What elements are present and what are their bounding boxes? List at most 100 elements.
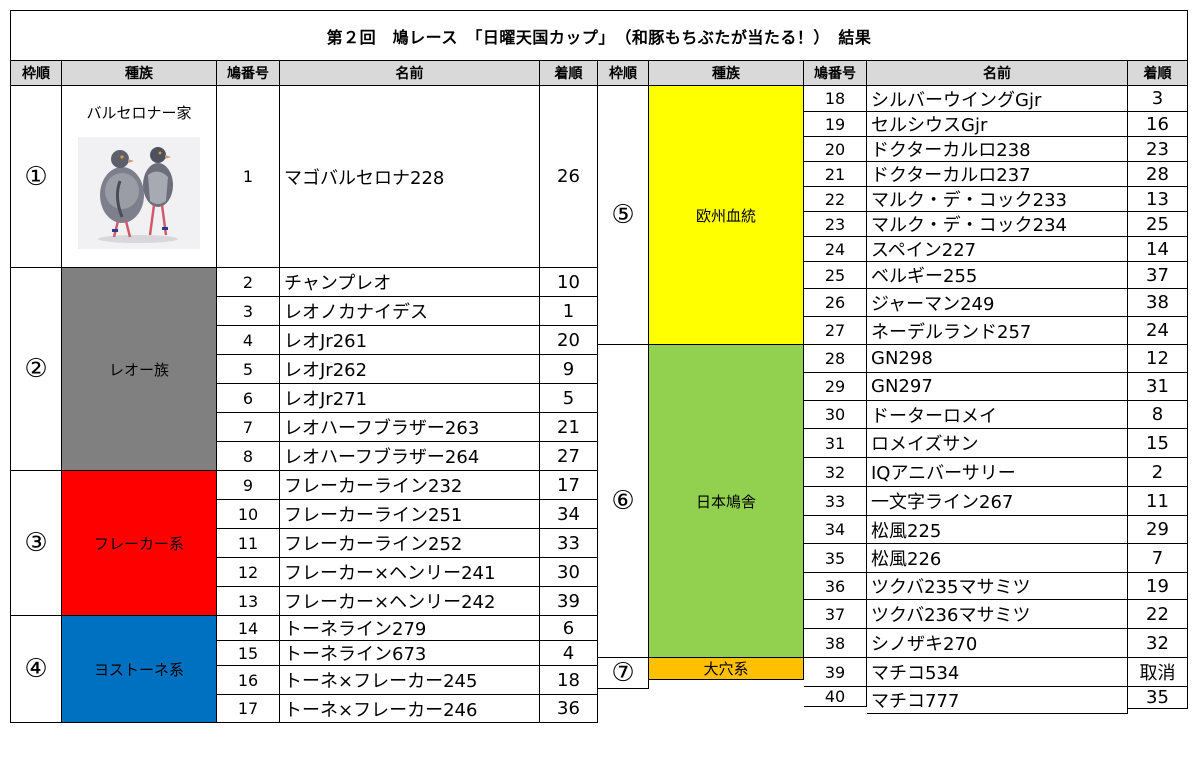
pigeon-number: 24 [804,237,867,262]
pigeon-number: 33 [804,487,867,516]
pigeon-name: シルバーウイングGjr [867,86,1128,112]
finish-rank: 8 [1128,401,1188,429]
left-frame-3: ③ [10,471,62,616]
finish-rank: 28 [1128,162,1188,187]
pigeon-number: 1 [217,86,280,268]
pigeon-name: ドクターカルロ238 [867,137,1128,162]
finish-rank: 29 [1128,516,1188,544]
pigeon-name: トーネ×フレーカー246 [280,695,540,723]
finish-rank: 6 [540,616,598,641]
left-header-rank: 着順 [540,61,598,86]
right-header-rank: 着順 [1128,61,1188,86]
right-header-name: 名前 [867,61,1128,86]
finish-rank: 10 [540,268,598,297]
right-frame-1: ⑤ [598,86,649,345]
pigeon-name: ツクバ235マサミツ [867,573,1128,600]
finish-rank: 14 [1128,237,1188,262]
right-breed-3: 大穴系 [649,658,804,680]
pigeon-name: レオJr262 [280,355,540,384]
right-breed-2: 日本鳩舎 [649,345,804,658]
pigeon-number: 10 [217,500,280,529]
pigeon-number: 35 [804,544,867,573]
pigeon-number: 29 [804,373,867,401]
pigeon-number: 3 [217,297,280,326]
finish-rank: 35 [1128,687,1188,709]
finish-rank: 4 [540,641,598,666]
left-header-breed: 種族 [62,61,217,86]
pigeon-number: 8 [217,442,280,471]
pigeon-name: GN297 [867,373,1128,401]
finish-rank: 36 [540,695,598,723]
finish-rank: 1 [540,297,598,326]
pigeon-name: セルシウスGjr [867,112,1128,137]
results-sheet: 第２回 鳩レース 「日曜天国カップ」 （和豚もちぶたが当たる！） 結果 枠順 種族… [10,10,1188,760]
pigeon-number: 4 [217,326,280,355]
pigeon-number: 28 [804,345,867,373]
finish-rank: 27 [540,442,598,471]
pigeon-number: 38 [804,629,867,658]
finish-rank: 33 [540,529,598,558]
pigeon-name: ネーデルランド257 [867,317,1128,345]
finish-rank: 2 [1128,458,1188,487]
pigeon-name: レオノカナイデス [280,297,540,326]
pigeon-number: 9 [217,471,280,500]
pigeon-number: 23 [804,212,867,237]
right-frame-3: ⑦ [598,658,649,689]
pigeon-number: 13 [217,587,280,616]
left-breed-2: レオー族 [62,268,217,471]
finish-rank: 30 [540,558,598,587]
finish-rank: 16 [1128,112,1188,137]
finish-rank: 17 [540,471,598,500]
pigeon-name: ドクターカルロ237 [867,162,1128,187]
finish-rank: 20 [540,326,598,355]
finish-rank: 25 [1128,212,1188,237]
pigeon-number: 6 [217,384,280,413]
right-header-breed: 種族 [649,61,804,86]
pigeon-number: 26 [804,289,867,317]
pigeon-number: 2 [217,268,280,297]
pigeon-name: マチコ777 [867,687,1128,714]
pigeon-number: 37 [804,600,867,629]
pigeon-number: 11 [217,529,280,558]
left-breed-4: ヨストーネ系 [62,616,217,723]
finish-rank: 19 [1128,573,1188,600]
pigeon-number: 27 [804,317,867,345]
pigeon-number: 36 [804,573,867,600]
pigeon-number: 7 [217,413,280,442]
pigeon-number: 18 [804,86,867,112]
finish-rank: 37 [1128,262,1188,289]
pigeon-number: 20 [804,137,867,162]
pigeon-name: フレーカー×ヘンリー242 [280,587,540,616]
left-frame-1: ① [10,86,62,268]
pigeon-name: GN298 [867,345,1128,373]
pigeon-name: レオJr271 [280,384,540,413]
finish-rank: 38 [1128,289,1188,317]
pigeon-number: 22 [804,187,867,212]
right-frame-2: ⑥ [598,345,649,658]
pigeon-number: 30 [804,401,867,429]
finish-rank: 21 [540,413,598,442]
pigeon-number: 12 [217,558,280,587]
finish-rank: 18 [540,666,598,695]
pigeon-name: 一文字ライン267 [867,487,1128,516]
pigeon-name: フレーカーライン252 [280,529,540,558]
finish-rank: 23 [1128,137,1188,162]
pigeon-name: 松風226 [867,544,1128,573]
pigeon-number: 16 [217,666,280,695]
right-header-number: 鳩番号 [804,61,867,86]
pigeon-name: レオハーフブラザー264 [280,442,540,471]
pigeon-name: マゴバルセロナ228 [280,86,540,268]
finish-rank: 22 [1128,600,1188,629]
pigeon-number: 14 [217,616,280,641]
finish-rank: 32 [1128,629,1188,658]
left-header-name: 名前 [280,61,540,86]
pigeon-name: ベルギー255 [867,262,1128,289]
finish-rank: 13 [1128,187,1188,212]
left-header-frame: 枠順 [10,61,62,86]
pigeon-number: 34 [804,516,867,544]
left-breed-3: フレーカー系 [62,471,217,616]
left-frame-2: ② [10,268,62,471]
finish-rank: 11 [1128,487,1188,516]
pigeon-name: チャンプレオ [280,268,540,297]
finish-rank: 5 [540,384,598,413]
